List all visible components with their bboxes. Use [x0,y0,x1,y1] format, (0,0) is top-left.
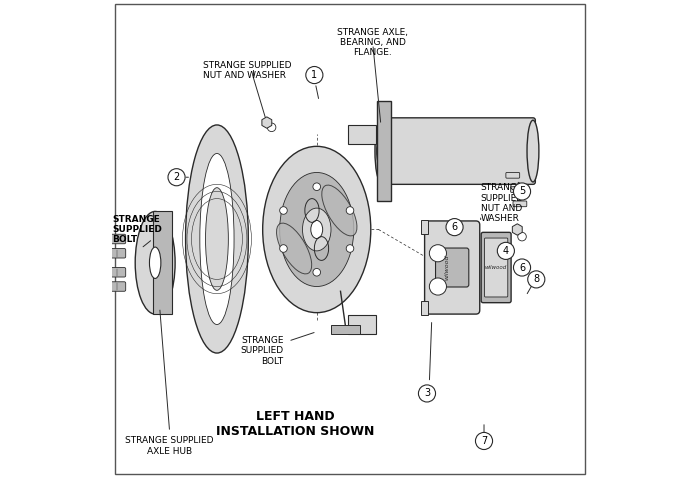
Circle shape [346,245,354,252]
Text: 5: 5 [519,186,525,196]
Bar [421,220,428,234]
Circle shape [313,269,321,276]
Ellipse shape [311,220,323,239]
Text: wilwood: wilwood [485,265,508,270]
Text: LEFT HAND
INSTALLATION SHOWN: LEFT HAND INSTALLATION SHOWN [216,410,374,438]
Circle shape [518,232,526,241]
Text: 8: 8 [533,274,539,284]
FancyBboxPatch shape [425,221,480,314]
Bar [348,315,376,334]
Ellipse shape [377,136,385,166]
Circle shape [514,183,531,200]
Circle shape [306,66,323,84]
Ellipse shape [375,120,387,182]
Ellipse shape [280,173,354,286]
Text: STRANGE SUPPLIED
NUT AND WASHER: STRANGE SUPPLIED NUT AND WASHER [203,61,291,80]
FancyBboxPatch shape [97,249,126,258]
Text: STRANGE AXLE,
BEARING, AND
FLANGE.: STRANGE AXLE, BEARING, AND FLANGE. [337,28,408,57]
Ellipse shape [302,208,331,251]
FancyBboxPatch shape [510,187,524,193]
Ellipse shape [150,247,161,279]
Text: 6: 6 [519,262,525,272]
FancyBboxPatch shape [379,118,536,185]
Circle shape [267,123,276,131]
Bar [348,125,376,144]
FancyBboxPatch shape [513,201,527,206]
Text: 1: 1 [312,70,317,80]
Bar [421,301,428,315]
Text: wilwood: wilwood [445,255,450,280]
Ellipse shape [199,153,234,325]
Text: 3: 3 [424,389,430,399]
Text: STRANGE SUPPLIED
AXLE HUB: STRANGE SUPPLIED AXLE HUB [125,436,214,456]
Bar [153,211,172,314]
FancyBboxPatch shape [484,238,508,297]
Circle shape [313,183,321,191]
Text: 6: 6 [452,222,458,232]
Ellipse shape [262,146,371,313]
FancyBboxPatch shape [97,234,126,244]
FancyBboxPatch shape [435,248,469,287]
Ellipse shape [276,223,312,274]
Text: 2: 2 [174,172,180,182]
Text: STRANGE
SUPPLIED
NUT AND
WASHER: STRANGE SUPPLIED NUT AND WASHER [481,183,524,223]
Circle shape [419,385,435,402]
Circle shape [429,245,447,262]
Bar [377,101,391,201]
Text: STRANGE
SUPPLIED
BOLT: STRANGE SUPPLIED BOLT [240,336,284,366]
Ellipse shape [186,125,248,353]
Ellipse shape [206,188,228,290]
Circle shape [280,206,287,214]
Ellipse shape [322,185,357,236]
Circle shape [346,206,354,214]
Ellipse shape [527,120,539,182]
FancyBboxPatch shape [481,232,511,303]
FancyBboxPatch shape [97,282,126,291]
FancyBboxPatch shape [97,268,126,277]
Ellipse shape [135,211,175,314]
Text: STRANGE
SUPPLIED
BOLT: STRANGE SUPPLIED BOLT [113,215,162,244]
FancyBboxPatch shape [506,173,519,178]
Circle shape [475,433,493,449]
Bar [331,325,360,334]
Circle shape [429,278,447,295]
Circle shape [497,242,514,260]
Text: 7: 7 [481,436,487,446]
Circle shape [168,169,185,186]
Circle shape [446,218,463,236]
Circle shape [280,245,287,252]
Circle shape [514,259,531,276]
Text: 4: 4 [503,246,509,256]
Circle shape [528,271,545,288]
